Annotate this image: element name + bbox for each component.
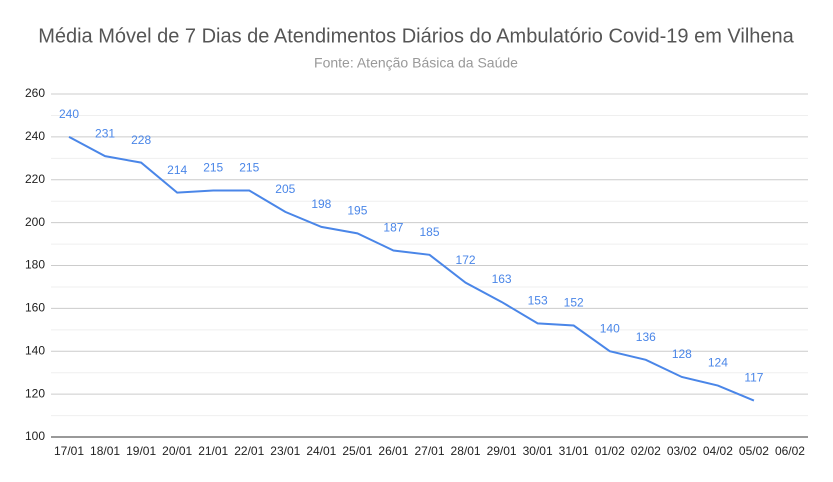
data-label: 172 (456, 253, 476, 267)
x-tick-label: 05/02 (739, 444, 769, 458)
y-tick-label: 200 (25, 215, 45, 229)
data-label: 128 (672, 347, 692, 361)
x-tick-label: 20/01 (162, 444, 192, 458)
chart-subtitle: Fonte: Atenção Básica da Saúde (314, 55, 518, 71)
data-label: 153 (528, 294, 548, 308)
x-tick-label: 28/01 (451, 444, 481, 458)
data-label: 136 (636, 330, 656, 344)
data-label: 163 (492, 272, 512, 286)
data-label: 231 (95, 126, 115, 140)
x-tick-label: 29/01 (487, 444, 517, 458)
x-tick-label: 18/01 (90, 444, 120, 458)
y-tick-label: 220 (25, 172, 45, 186)
data-label: 152 (564, 296, 584, 310)
data-label: 117 (744, 371, 763, 385)
x-tick-label: 21/01 (198, 444, 228, 458)
x-tick-label: 01/02 (595, 444, 625, 458)
data-label: 195 (347, 204, 367, 218)
data-label: 240 (59, 107, 79, 121)
line-series (68, 135, 755, 402)
x-tick-label: 24/01 (306, 444, 336, 458)
x-tick-label: 03/02 (667, 444, 697, 458)
data-label: 185 (419, 225, 439, 239)
y-tick-label: 160 (25, 301, 45, 315)
data-label: 140 (600, 321, 620, 335)
x-tick-label: 22/01 (234, 444, 264, 458)
data-label: 198 (311, 197, 331, 211)
data-label: 124 (708, 356, 728, 370)
x-tick-label: 31/01 (559, 444, 589, 458)
x-tick-label: 30/01 (523, 444, 553, 458)
x-tick-label: 23/01 (270, 444, 300, 458)
y-tick-label: 240 (25, 129, 45, 143)
y-tick-label: 140 (25, 343, 45, 357)
y-tick-label: 260 (25, 86, 45, 100)
chart-title: Média Móvel de 7 Dias de Atendimentos Di… (38, 25, 794, 47)
x-tick-label: 19/01 (126, 444, 156, 458)
data-label: 228 (131, 133, 151, 147)
x-tick-label: 06/02 (775, 444, 805, 458)
data-label: 214 (167, 163, 187, 177)
x-tick-label: 02/02 (631, 444, 661, 458)
data-label: 215 (203, 161, 223, 175)
y-tick-label: 120 (25, 386, 45, 400)
x-tick-label: 26/01 (378, 444, 408, 458)
data-label: 215 (239, 161, 259, 175)
y-tick-label: 100 (25, 429, 45, 443)
y-tick-label: 180 (25, 258, 45, 272)
x-tick-label: 27/01 (414, 444, 444, 458)
x-tick-label: 25/01 (342, 444, 372, 458)
data-label: 205 (275, 182, 295, 196)
x-tick-label: 17/01 (54, 444, 84, 458)
data-label: 187 (383, 221, 403, 235)
x-tick-label: 04/02 (703, 444, 733, 458)
